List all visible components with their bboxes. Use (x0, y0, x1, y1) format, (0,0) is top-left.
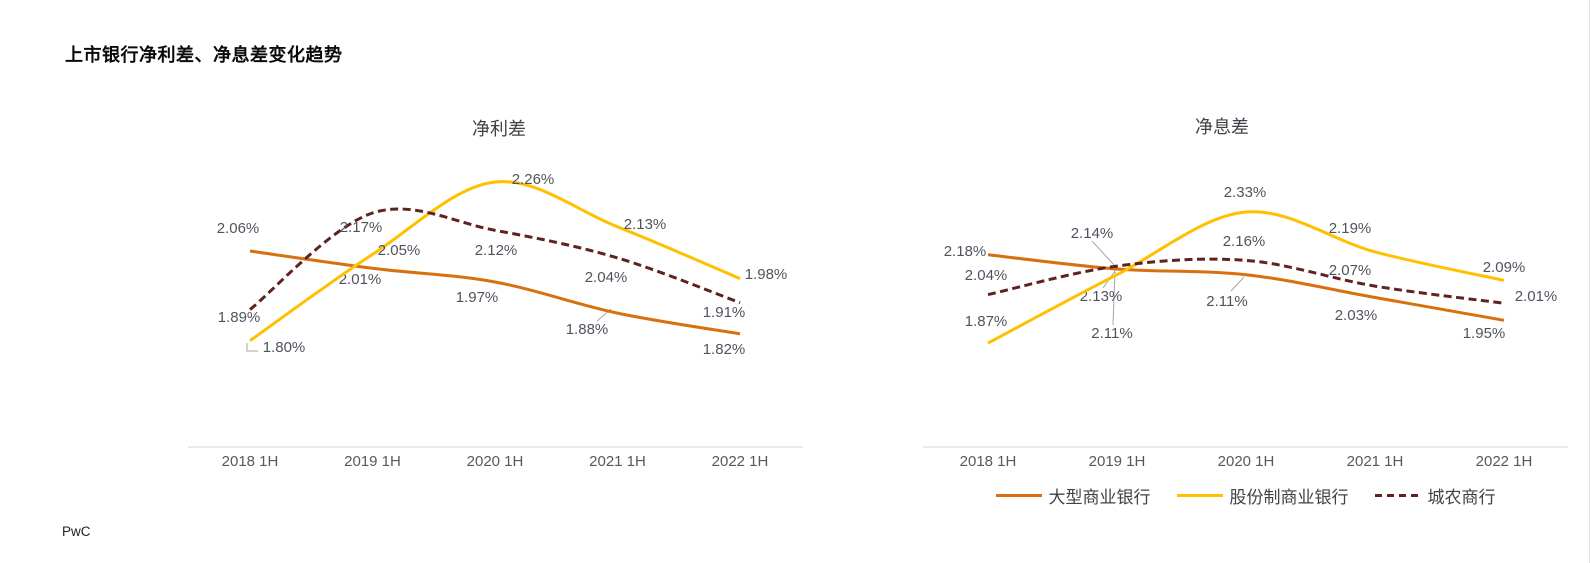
data-label: 2.33% (1224, 184, 1267, 201)
data-label: 2.04% (585, 269, 628, 286)
legend-item-joint-stock-banks: 股份制商业银行 (1176, 483, 1349, 508)
pwc-logo-text: PwC (62, 524, 91, 539)
legend-line-swatch (1176, 494, 1223, 497)
data-label: 1.91% (703, 304, 746, 321)
series-line-joint-stock-banks (987, 210, 1505, 345)
data-label: 2.11% (1206, 293, 1247, 310)
data-label: 2.13% (1080, 288, 1123, 305)
data-label: 2.05% (378, 242, 421, 259)
label-leader-line (1230, 276, 1245, 292)
data-label: 2.01% (339, 271, 382, 288)
series-line-large-commercial-banks (249, 249, 741, 336)
data-label: 2.17% (340, 219, 383, 236)
x-axis-tick: 2021 1H (589, 453, 646, 470)
legend-label: 城农商行 (1427, 488, 1496, 507)
x-axis-tick: 2022 1H (712, 453, 769, 470)
chart-title-net-interest-margin: 净息差 (1195, 117, 1249, 137)
page-edge-line (1589, 0, 1590, 563)
series-line-joint-stock-banks (249, 180, 741, 342)
page-title: 上市银行净利差、净息差变化趋势 (65, 45, 343, 65)
x-axis-tick: 2021 1H (1347, 453, 1404, 470)
legend-line-swatch (995, 494, 1042, 497)
data-label: 2.07% (1329, 262, 1372, 279)
data-label: 2.13% (624, 216, 667, 233)
legend-label: 大型商业银行 (1048, 488, 1151, 507)
x-axis-tick: 2019 1H (344, 453, 401, 470)
label-leader-line (1091, 240, 1116, 267)
data-label: 2.04% (965, 267, 1008, 284)
series-line-city-rural-banks (987, 257, 1505, 305)
data-label: 2.06% (217, 220, 260, 237)
data-label: 1.80% (263, 339, 306, 356)
data-label: 1.98% (745, 266, 788, 283)
label-leader-line (246, 343, 258, 352)
x-axis-tick: 2022 1H (1476, 453, 1533, 470)
x-axis-tick: 2019 1H (1089, 453, 1146, 470)
data-label: 1.87% (965, 313, 1008, 330)
data-label: 2.01% (1515, 288, 1558, 305)
chart-legend: 大型商业银行 股份制商业银行 城农商行 (923, 483, 1568, 508)
data-label: 1.82% (703, 341, 746, 358)
data-label: 2.09% (1483, 259, 1526, 276)
x-axis-tick: 2018 1H (960, 453, 1017, 470)
series-line-large-commercial-banks (987, 253, 1505, 322)
data-label: 1.95% (1463, 325, 1506, 342)
data-label: 2.18% (944, 243, 987, 260)
legend-label: 股份制商业银行 (1229, 488, 1349, 507)
x-axis-tick: 2020 1H (1218, 453, 1275, 470)
data-label: 2.16% (1223, 233, 1266, 250)
series-line-city-rural-banks (249, 207, 741, 311)
data-label: 1.89% (218, 309, 261, 326)
data-label: 2.26% (512, 171, 555, 188)
chart-title-net-profit-spread: 净利差 (472, 119, 526, 139)
data-label: 2.11% (1091, 325, 1132, 342)
data-label: 2.03% (1335, 307, 1378, 324)
legend-line-swatch (1374, 494, 1421, 497)
data-label: 2.12% (475, 242, 518, 259)
data-label: 1.88% (566, 321, 609, 338)
x-axis-tick: 2020 1H (467, 453, 524, 470)
data-label: 1.97% (456, 289, 499, 306)
label-leader-line (1112, 271, 1116, 326)
data-label: 2.14% (1071, 225, 1114, 242)
data-label: 2.19% (1329, 220, 1372, 237)
x-axis-tick: 2018 1H (222, 453, 279, 470)
legend-item-city-rural-banks: 城农商行 (1374, 483, 1496, 508)
legend-item-large-commercial-banks: 大型商业银行 (995, 483, 1151, 508)
